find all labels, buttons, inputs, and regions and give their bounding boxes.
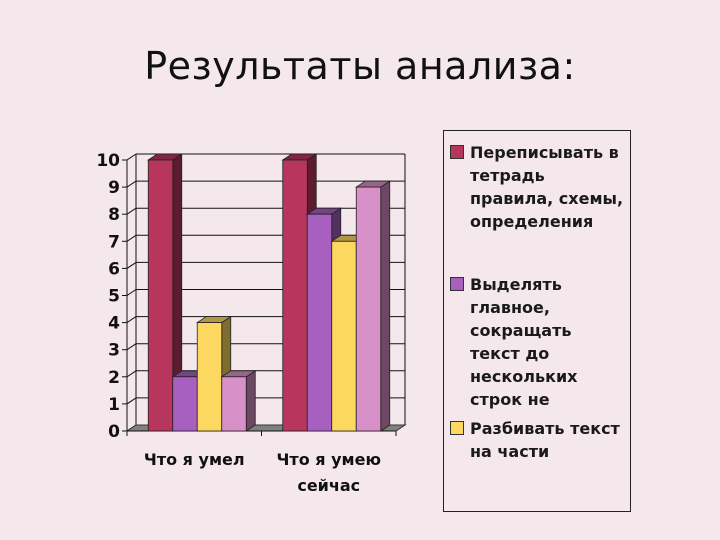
bar-side bbox=[380, 180, 391, 432]
gridline-side bbox=[126, 261, 137, 269]
y-tick-label: 2 bbox=[108, 368, 120, 388]
y-tick-label: 5 bbox=[108, 287, 120, 307]
chart-legend: Переписывать в тетрадь правила, схемы, о… bbox=[443, 130, 631, 512]
x-category-label: Что я умею bbox=[276, 450, 381, 469]
legend-item-highlight: Выделять главное, сокращать текст до нес… bbox=[448, 273, 626, 411]
y-tick-label: 8 bbox=[108, 205, 120, 225]
bar bbox=[221, 376, 247, 432]
bar bbox=[172, 376, 198, 432]
legend-item-split: Разбивать текст на части bbox=[448, 417, 626, 463]
gridline-side bbox=[126, 234, 137, 242]
gridline-side bbox=[126, 289, 137, 296]
legend-label: Выделять главное, сокращать текст до нес… bbox=[470, 275, 578, 409]
bar bbox=[331, 240, 357, 432]
x-category-label: сейчас bbox=[297, 476, 360, 495]
bar bbox=[147, 159, 174, 432]
y-tick-label: 6 bbox=[108, 259, 120, 279]
gridline-side bbox=[126, 343, 137, 351]
y-tick-label: 1 bbox=[108, 395, 120, 415]
y-tick-label: 10 bbox=[96, 151, 120, 171]
legend-label: Разбивать текст на части bbox=[470, 419, 620, 461]
legend-swatch-icon bbox=[450, 277, 464, 291]
bar bbox=[282, 159, 308, 432]
gridline-side bbox=[126, 207, 137, 215]
bar-side bbox=[245, 370, 256, 432]
y-tick-label: 0 bbox=[108, 422, 120, 442]
y-tick-label: 4 bbox=[108, 314, 120, 334]
x-category-label: Что я умел bbox=[144, 450, 245, 469]
y-tick-label: 7 bbox=[108, 232, 120, 252]
y-tick-label: 3 bbox=[108, 341, 120, 361]
legend-item-rewrite: Переписывать в тетрадь правила, схемы, о… bbox=[448, 141, 626, 255]
legend-label: Переписывать в тетрадь правила, схемы, о… bbox=[470, 143, 624, 231]
bar bbox=[196, 322, 223, 432]
gridline-side bbox=[126, 180, 137, 188]
bar bbox=[306, 213, 333, 432]
legend-swatch-icon bbox=[450, 145, 464, 159]
slide-title: Результаты анализа: bbox=[144, 44, 576, 88]
gridline-side bbox=[126, 316, 137, 324]
y-tick-label: 9 bbox=[108, 178, 120, 198]
gridline-side bbox=[126, 397, 137, 405]
bar bbox=[355, 186, 382, 432]
legend-swatch-icon bbox=[450, 421, 464, 435]
gridline-side bbox=[126, 370, 137, 378]
gridline-side bbox=[126, 153, 137, 161]
